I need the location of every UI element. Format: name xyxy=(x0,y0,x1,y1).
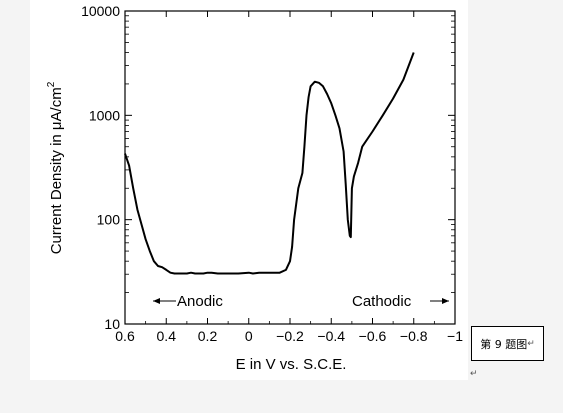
x-tick-label: −0.2 xyxy=(276,328,304,344)
y-axis-label-sup: 2 xyxy=(46,81,57,87)
x-tick-label: 0.2 xyxy=(198,328,218,344)
x-tick-label: −0.6 xyxy=(359,328,387,344)
x-axis-ticks: 0.6 0.4 0.2 0 −0.2 −0.4 −0.6 −0.8 −1 xyxy=(115,11,463,344)
y-axis-ticks: 10 100 1000 10000 xyxy=(81,3,455,332)
cathodic-annotation: Cathodic xyxy=(352,293,449,310)
paragraph-mark: ↵ xyxy=(527,338,535,349)
anodic-annotation: Anodic xyxy=(153,293,223,310)
caption-text: 第 9 题图 xyxy=(480,337,528,351)
figure-panel: 10 100 1000 10000 0.6 0.4 0.2 0 −0.2 −0.4 −0.6 −0.… xyxy=(30,0,468,380)
x-axis-label: E in V vs. S.C.E. xyxy=(236,356,347,373)
paragraph-mark-below: ↵ xyxy=(470,368,478,378)
plot-frame xyxy=(124,10,456,325)
polarization-curve xyxy=(124,52,415,275)
y-axis-label: Current Density in μA/cm2 xyxy=(46,81,65,254)
polarization-chart: 10 100 1000 10000 0.6 0.4 0.2 0 −0.2 −0.4 −0.6 −0.… xyxy=(46,3,463,373)
caption-box: 第 9 题图 ↵ xyxy=(471,326,544,361)
y-tick-label: 10 xyxy=(104,316,120,332)
series-layer xyxy=(124,52,415,275)
x-tick-label: −0.8 xyxy=(400,328,428,344)
anodic-label: Anodic xyxy=(177,293,223,310)
y-axis-label-main: Current Density in μA/cm xyxy=(48,87,65,254)
x-tick-label: −0.4 xyxy=(317,328,345,344)
y-tick-label: 10000 xyxy=(81,3,120,19)
x-tick-label: 0 xyxy=(245,328,253,344)
x-tick-label: −1 xyxy=(447,328,463,344)
x-tick-label: 0.6 xyxy=(115,328,135,344)
y-tick-label: 100 xyxy=(97,212,121,228)
x-tick-label: 0.4 xyxy=(157,328,177,344)
cathodic-label: Cathodic xyxy=(352,293,412,310)
y-tick-label: 1000 xyxy=(89,107,120,123)
